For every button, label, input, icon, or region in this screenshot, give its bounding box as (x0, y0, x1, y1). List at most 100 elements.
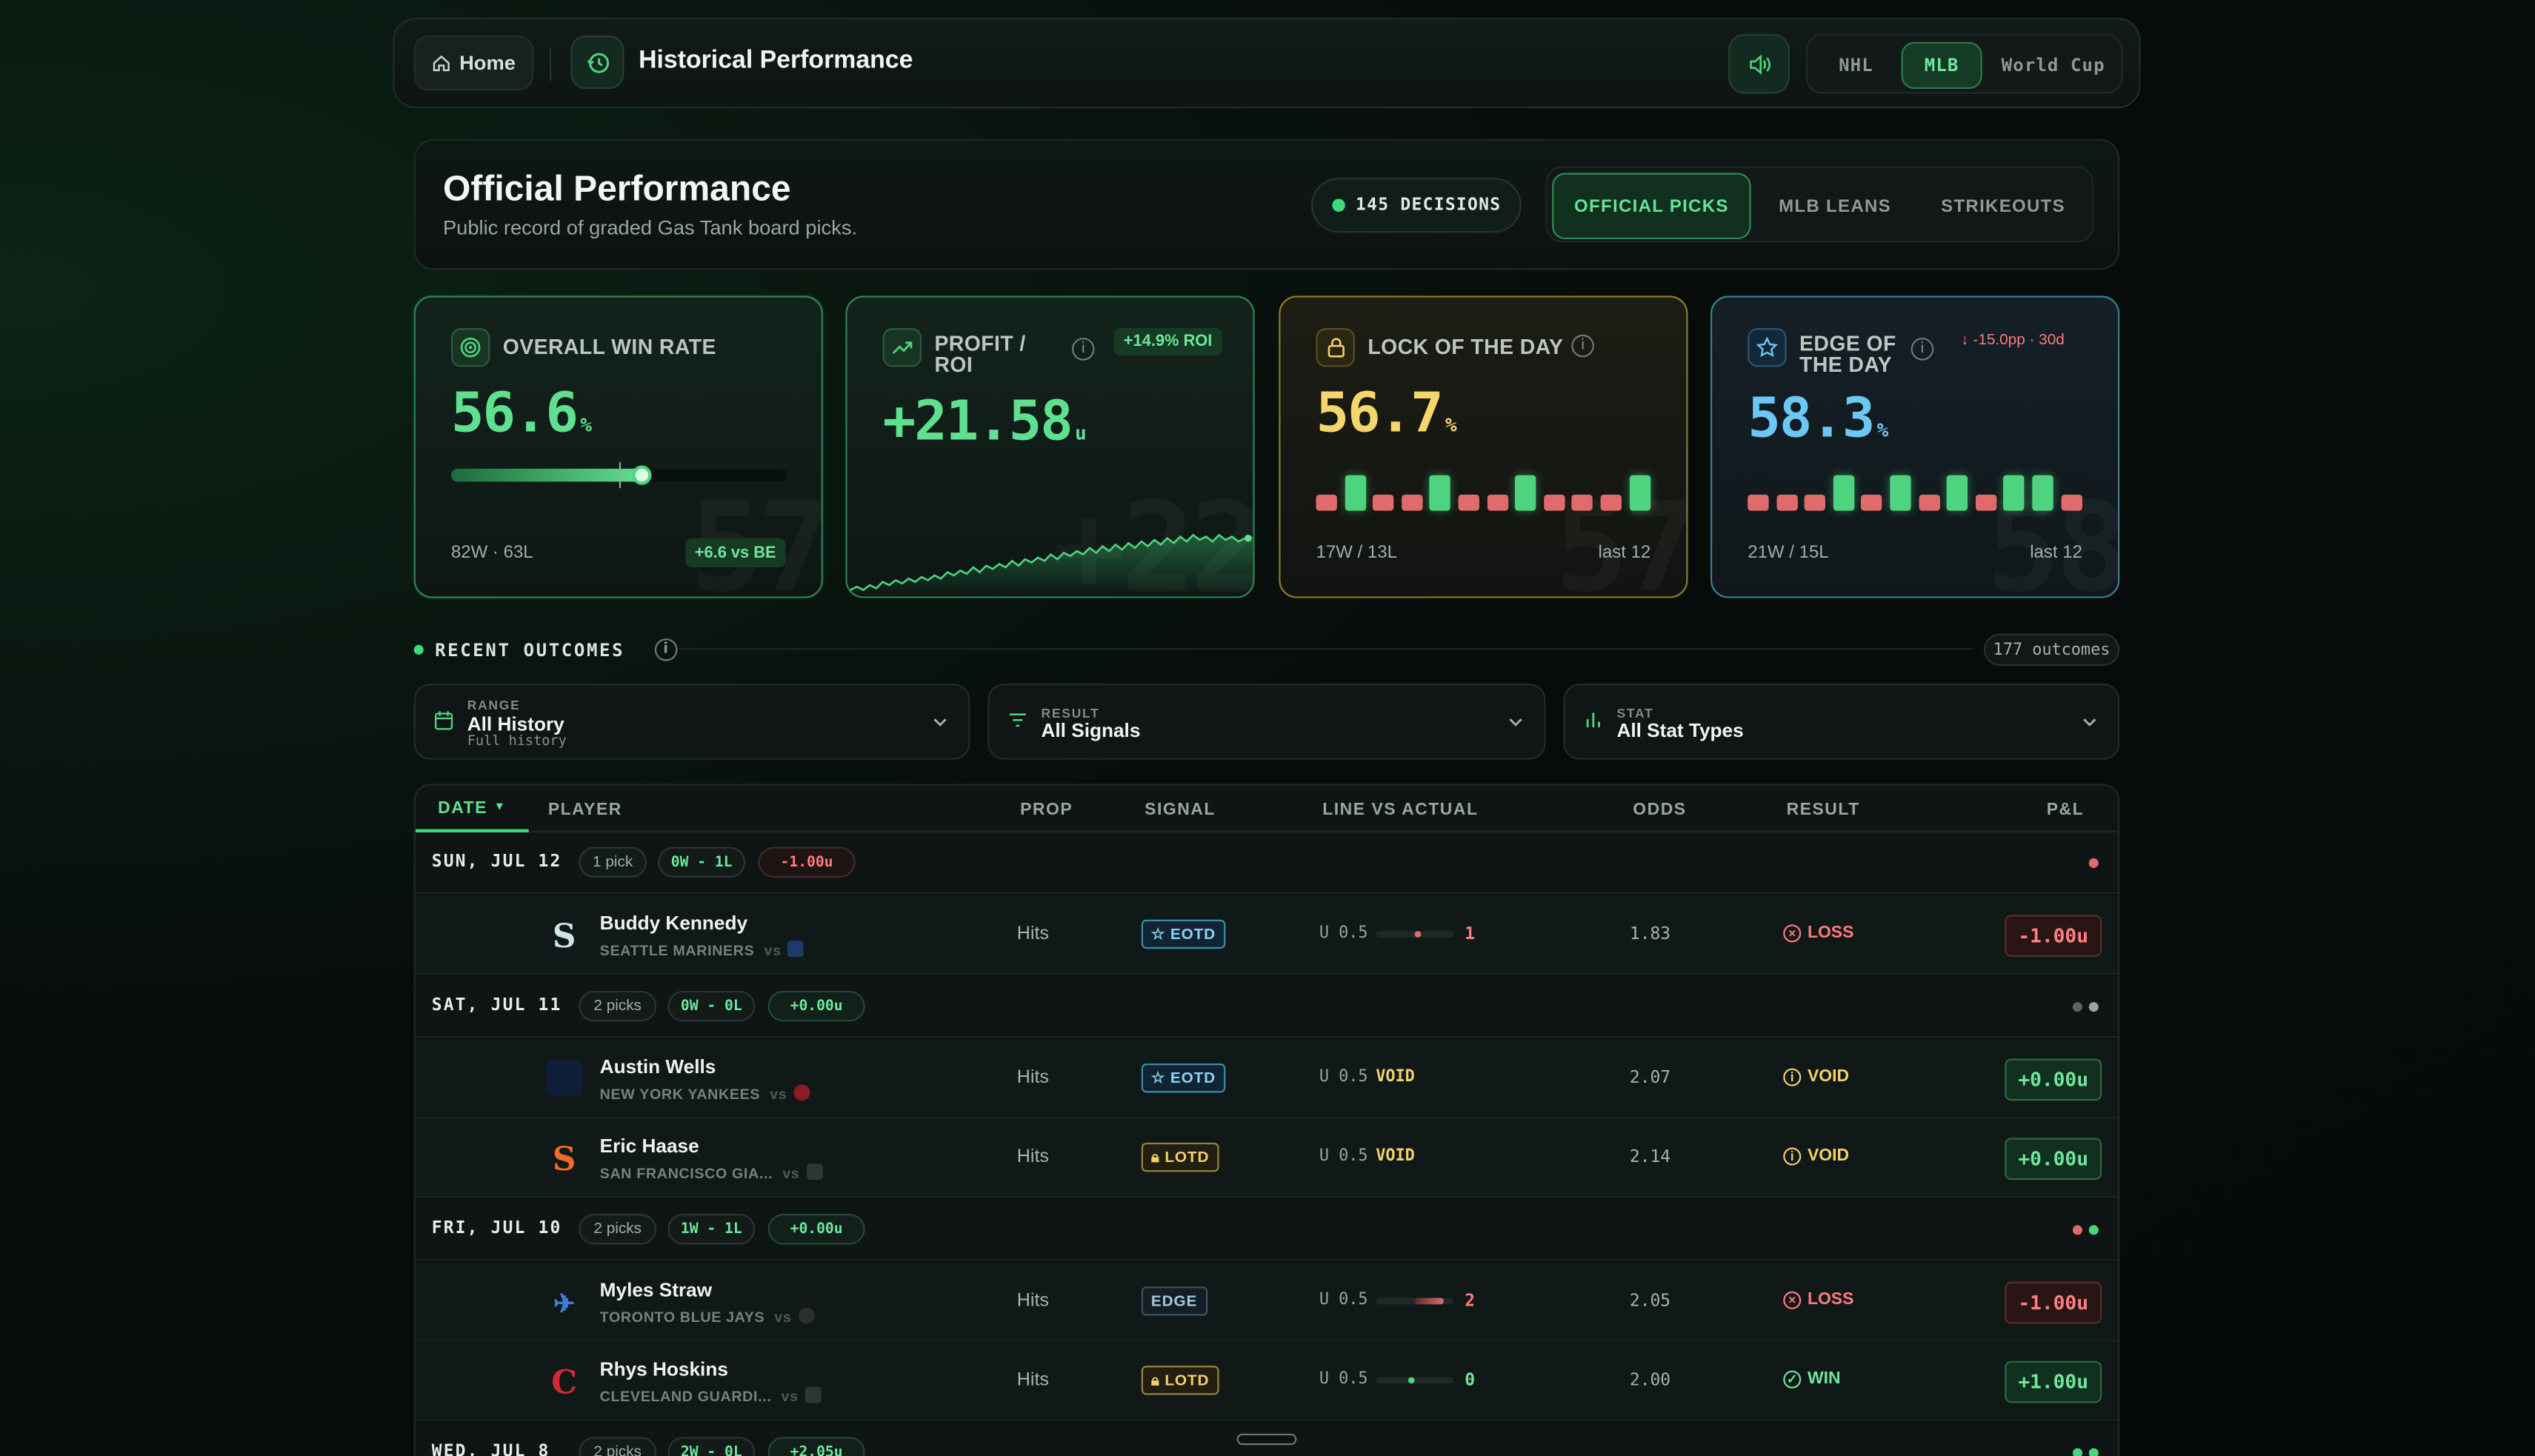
signal-badge: ☆ EOTD (1141, 919, 1226, 949)
loss-bar (1748, 494, 1769, 511)
opponent-logo (798, 1307, 815, 1324)
column-header-line[interactable]: LINE VS ACTUAL (1322, 800, 1479, 820)
trend-icon-box (882, 328, 922, 367)
column-header-date[interactable]: DATE ▼ (415, 786, 529, 832)
line-vs-actual-bar (1376, 1377, 1454, 1384)
signal-label: EOTD (1170, 1069, 1216, 1087)
info-icon[interactable]: i (655, 638, 679, 661)
team-logo-giants: S (552, 1139, 576, 1178)
win-dot (2072, 1448, 2082, 1456)
player-team: TORONTO BLUE JAYS vs (600, 1307, 815, 1326)
signal-label: EDGE (1150, 1292, 1198, 1310)
group-result-dots (2088, 858, 2099, 868)
signal-badge: EDGE (1141, 1286, 1207, 1316)
table-row[interactable]: Austin Wells NEW YORK YANKEES vs Hits ☆ EO… (415, 1039, 2118, 1119)
star-icon: ☆ (1150, 925, 1166, 944)
range-filter[interactable]: RANGE All History Full history (413, 684, 970, 760)
group-picks: 2 picks (579, 1437, 657, 1456)
pnl-value: -1.00u (2005, 1281, 2102, 1324)
signal-label: LOTD (1165, 1371, 1210, 1389)
date-group-header[interactable]: SAT, JUL 11 2 picks 0W - 0L +0.00u (415, 976, 2118, 1038)
history-icon (586, 52, 609, 73)
loss-bar (1316, 494, 1337, 511)
actual-value: VOID (1376, 1147, 1415, 1166)
tab-strikeouts[interactable]: STRIKEOUTS (1941, 196, 2065, 216)
top-nav-bar: Home Historical Performance NHL MLB Worl… (393, 18, 2141, 109)
pnl-value: -1.00u (2005, 915, 2102, 958)
team-name: NEW YORK YANKEES (599, 1086, 761, 1103)
sound-toggle-button[interactable] (1728, 33, 1790, 94)
prop-type: Hits (1016, 1147, 1049, 1167)
lock-icon-box (1316, 328, 1355, 367)
lock-icon: 🔒︎ (1150, 1148, 1160, 1166)
info-icon[interactable]: i (1911, 338, 1934, 361)
sport-tab-nhl[interactable]: NHL (1839, 55, 1873, 76)
column-header-result[interactable]: RESULT (1786, 800, 1860, 820)
win-rate-value: 56.6% (451, 381, 592, 446)
win-rate-progress-knob (632, 465, 652, 485)
eotd-trend: ↓ -15.0pp · 30d (1961, 331, 2065, 350)
card-label: LOCK OF THE DAY (1368, 334, 1564, 359)
table-header: DATE ▼ PLAYER PROP SIGNAL LINE VS ACTUAL … (415, 785, 2118, 832)
eotd-period: last 12 (2030, 543, 2082, 563)
group-date: WED, JUL 8 (431, 1441, 550, 1456)
team-logo-yankees (546, 1060, 582, 1096)
group-record-text: 1W - 1L (680, 1220, 742, 1238)
column-header-signal[interactable]: SIGNAL (1145, 800, 1216, 820)
speaker-icon (1749, 53, 1770, 74)
sport-tab-mlb[interactable]: MLB (1901, 41, 1982, 90)
column-header-player[interactable]: PLAYER (547, 800, 622, 820)
pick-type-tabs: OFFICIAL PICKS MLB LEANS STRIKEOUTS (1545, 166, 2094, 243)
column-label: DATE (438, 798, 487, 818)
table-row[interactable]: ✈︎ Myles Straw TORONTO BLUE JAYS vs Hits … (415, 1262, 2118, 1342)
table-row[interactable]: C Rhys Hoskins CLEVELAND GUARDI... vs Hit… (415, 1341, 2118, 1421)
check-circle-icon: ✓ (1783, 1369, 1802, 1388)
line-value: U 0.5 (1319, 924, 1368, 943)
void-dot (2072, 1002, 2082, 1012)
loss-bar (1975, 494, 1996, 511)
lock-icon (1327, 338, 1344, 358)
lotd-period: last 12 (1598, 543, 1651, 563)
line-value: U 0.5 (1319, 1291, 1368, 1309)
vs-label: vs (782, 1165, 800, 1182)
filter-value: All Signals (1041, 719, 1141, 742)
x-circle-icon: × (1783, 1290, 1802, 1309)
date-group-header[interactable]: FRI, JUL 10 2 picks 1W - 1L +0.00u (415, 1199, 2118, 1261)
loss-bar (1918, 494, 1940, 511)
signal-label: LOTD (1165, 1148, 1210, 1166)
opponent-logo (787, 941, 805, 958)
status-dot (1331, 198, 1345, 212)
column-header-prop[interactable]: PROP (1020, 800, 1073, 820)
column-header-pnl[interactable]: P&L (2046, 800, 2085, 820)
scroll-handle[interactable] (1236, 1433, 1297, 1446)
player-name: Rhys Hoskins (599, 1358, 728, 1380)
stat-filter[interactable]: STAT All Stat Types (1563, 684, 2120, 760)
table-row[interactable]: S Buddy Kennedy SEATTLE MARINERS vs Hits … (415, 895, 2118, 975)
win-rate-progress-track (450, 462, 787, 489)
date-group-header[interactable]: SUN, JUL 12 1 pick 0W - 1L -1.00u (415, 832, 2118, 894)
home-button[interactable]: Home (413, 36, 534, 91)
chevron-down-icon (933, 718, 947, 727)
sport-tab-world-cup[interactable]: World Cup (2001, 55, 2105, 76)
actual-marker (1414, 931, 1422, 938)
tab-mlb-leans[interactable]: MLB LEANS (1779, 196, 1891, 216)
loss-dot (2072, 1225, 2082, 1235)
win-bar (1515, 475, 1536, 511)
column-header-odds[interactable]: ODDS (1633, 800, 1687, 820)
actual-marker (1408, 1377, 1415, 1384)
tab-official-picks[interactable]: OFFICIAL PICKS (1552, 173, 1751, 240)
group-pnl: +0.00u (767, 1214, 865, 1245)
table-row[interactable]: S Eric Haase SAN FRANCISCO GIA... vs Hits… (415, 1118, 2118, 1198)
info-icon[interactable]: i (1571, 334, 1594, 358)
group-picks: 2 picks (579, 990, 657, 1022)
win-rate-progress-fill (450, 468, 642, 482)
player-name: Austin Wells (599, 1055, 716, 1078)
lotd-unit: % (1445, 413, 1457, 437)
group-date: SAT, JUL 11 (431, 995, 562, 1015)
info-icon[interactable]: i (1071, 338, 1095, 361)
loss-bar (2060, 494, 2082, 511)
filter-value: All History (467, 712, 564, 736)
result-filter[interactable]: RESULT All Signals (987, 684, 1546, 760)
opponent-logo (806, 1163, 823, 1181)
profit-roi-card: +22 PROFIT /ROI i +14.9% ROI +21.58u (845, 295, 1255, 598)
